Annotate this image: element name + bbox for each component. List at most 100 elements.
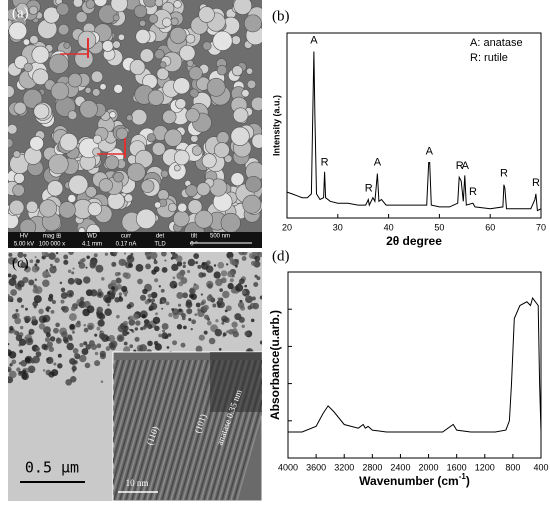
lattice-fringe <box>116 359 158 501</box>
particle <box>72 348 79 354</box>
particle <box>51 299 57 305</box>
particle <box>139 294 147 301</box>
particle <box>232 274 235 278</box>
grain <box>22 88 43 109</box>
particle <box>121 285 128 293</box>
lattice-fringe <box>113 359 125 402</box>
particle <box>111 261 117 267</box>
particle <box>81 348 89 356</box>
particle <box>60 287 66 293</box>
particle <box>222 332 227 337</box>
lattice-fringe <box>140 359 182 501</box>
particle <box>68 337 73 341</box>
particle <box>117 335 124 341</box>
particle <box>45 332 51 338</box>
particle <box>153 266 160 273</box>
grain <box>29 136 44 151</box>
particle <box>35 259 40 264</box>
grain <box>230 126 250 146</box>
particle <box>99 308 103 312</box>
particle <box>128 262 134 268</box>
particle <box>49 265 57 274</box>
particle <box>160 288 165 293</box>
particle <box>50 309 55 314</box>
particle <box>55 322 60 328</box>
particle <box>50 263 53 267</box>
particle <box>164 259 167 262</box>
particle <box>34 278 38 282</box>
grain <box>175 98 187 110</box>
particle <box>204 314 210 320</box>
particle <box>129 328 132 331</box>
particle <box>155 312 158 316</box>
grain <box>98 178 113 193</box>
particle <box>191 319 197 325</box>
particle <box>183 325 187 330</box>
particle <box>42 369 46 372</box>
peak-label: A <box>462 160 470 172</box>
particle <box>42 317 47 323</box>
particle <box>33 284 37 289</box>
particle <box>116 283 122 290</box>
particle <box>100 334 105 339</box>
particle <box>242 290 247 295</box>
grain <box>246 79 257 89</box>
lattice-fringe <box>233 399 262 501</box>
particle <box>18 370 23 375</box>
x-tick-label: 2800 <box>362 462 382 472</box>
particle <box>130 252 134 256</box>
particle <box>35 351 42 357</box>
grain <box>67 194 77 203</box>
particle <box>141 314 147 319</box>
particle <box>10 364 13 367</box>
grain <box>47 180 64 197</box>
x-axis-label-part: Wavenumber (cm <box>359 474 459 488</box>
grain <box>188 66 203 81</box>
grain <box>8 138 14 149</box>
particle <box>127 317 130 320</box>
grain <box>206 77 226 97</box>
particle <box>126 304 132 310</box>
particle <box>97 319 105 327</box>
particle <box>48 346 55 353</box>
particle <box>165 301 170 306</box>
grain <box>92 147 102 157</box>
grain <box>246 67 254 75</box>
grain <box>194 210 214 229</box>
particle <box>79 343 84 348</box>
particle <box>122 320 129 326</box>
particle <box>147 293 152 298</box>
grain <box>173 149 190 166</box>
particle <box>225 305 232 312</box>
grain <box>25 200 39 213</box>
particle <box>71 330 75 334</box>
particle <box>161 266 168 273</box>
peak-label: R <box>500 168 508 180</box>
particle <box>23 253 27 258</box>
particle <box>46 356 54 365</box>
particle <box>108 342 115 349</box>
grain <box>8 85 15 98</box>
lattice-fringe <box>113 359 143 465</box>
particle <box>150 302 158 310</box>
info-head: mag ⊞ <box>43 234 61 240</box>
particle <box>70 376 77 383</box>
particle <box>176 261 183 267</box>
grain <box>224 154 233 163</box>
x-tick-label: 2000 <box>419 462 439 472</box>
particle <box>235 265 238 268</box>
particle <box>206 320 212 326</box>
particle <box>74 277 80 284</box>
particle <box>170 256 174 260</box>
particle <box>197 264 202 269</box>
particle <box>38 308 44 315</box>
particle <box>205 265 214 273</box>
lattice-fringe <box>152 359 194 501</box>
particle <box>182 261 186 265</box>
particle <box>250 318 255 323</box>
grain <box>187 199 203 215</box>
grain <box>196 182 211 196</box>
grain <box>148 14 159 24</box>
particle <box>61 331 68 338</box>
particle <box>93 253 98 258</box>
